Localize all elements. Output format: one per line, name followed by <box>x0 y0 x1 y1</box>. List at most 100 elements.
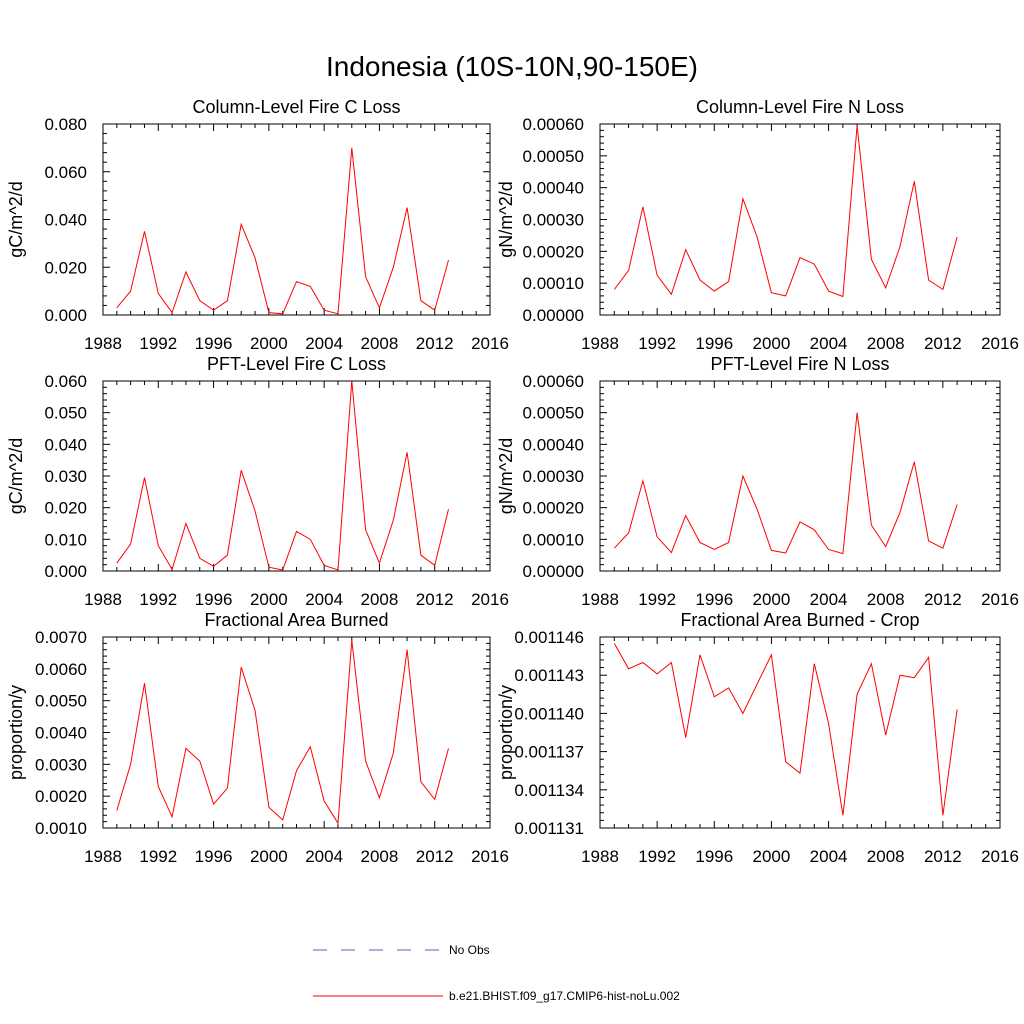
panel-3: PFT-Level Fire N Loss 1988 1992 1996 2000 200… <box>496 354 1019 609</box>
y-tick-label: 0.001134 <box>514 781 584 800</box>
y-tick-label: 0.0060 <box>35 660 87 679</box>
series-line-model <box>613 643 958 816</box>
y-tick-label: 0.0010 <box>35 819 87 838</box>
x-tick-label: 2004 <box>305 847 343 866</box>
y-tick-label: 0.080 <box>44 115 87 134</box>
x-tick-label: 2012 <box>924 590 962 609</box>
y-tick-label: 0.001146 <box>514 628 584 647</box>
x-tick-label: 1996 <box>695 590 733 609</box>
series-line-model <box>116 640 449 825</box>
panel-title: Column-Level Fire N Loss <box>696 97 904 117</box>
x-tick-label: 1988 <box>581 334 619 353</box>
x-tick-label: 1996 <box>195 334 233 353</box>
y-tick-label: 0.020 <box>44 258 87 277</box>
x-tick-label: 2004 <box>810 590 848 609</box>
y-tick-label: 0.060 <box>44 163 87 182</box>
y-tick-label: 0.00040 <box>523 435 584 454</box>
y-tick-label: 0.00060 <box>523 115 584 134</box>
x-tick-label: 2004 <box>305 334 343 353</box>
x-tick-label: 1996 <box>695 334 733 353</box>
x-tick-label: 2012 <box>416 847 454 866</box>
y-tick-label: 0.001143 <box>514 666 584 685</box>
y-axis-label: gN/m^2/d <box>496 181 516 257</box>
plot-frame <box>102 636 491 829</box>
y-tick-label: 0.00020 <box>523 499 584 518</box>
panel-5: Fractional Area Burned - Crop 1988 1992 199… <box>496 610 1019 866</box>
series-line-model <box>613 412 958 555</box>
x-tick-label: 1992 <box>139 847 177 866</box>
panel-title: Fractional Area Burned - Crop <box>680 610 919 630</box>
series-line-model <box>116 147 449 315</box>
x-tick-label: 2008 <box>867 847 905 866</box>
y-axis-label: proportion/y <box>6 685 26 780</box>
panels: Column-Level Fire C Loss 1988 1992 1996 2000… <box>6 97 1019 866</box>
y-axis-label: proportion/y <box>496 685 516 780</box>
x-tick-label: 2008 <box>867 334 905 353</box>
x-tick-label: 1988 <box>581 847 619 866</box>
panel-4: Fractional Area Burned 1988 1992 1996 2000 20… <box>6 610 509 866</box>
panel-2: PFT-Level Fire C Loss 1988 1992 1996 2000 200… <box>6 354 509 609</box>
x-tick-label: 2016 <box>981 590 1019 609</box>
y-tick-label: 0.0040 <box>35 724 87 743</box>
y-tick-label: 0.0020 <box>35 787 87 806</box>
y-axis-label: gC/m^2/d <box>6 438 26 514</box>
x-tick-label: 2008 <box>867 590 905 609</box>
y-tick-label: 0.00000 <box>523 306 584 325</box>
plot-frame <box>599 123 1001 316</box>
x-tick-label: 2000 <box>250 847 288 866</box>
x-tick-label: 2008 <box>361 334 399 353</box>
y-axis-label: gN/m^2/d <box>496 438 516 514</box>
y-tick-label: 0.00000 <box>523 562 584 581</box>
y-tick-label: 0.00030 <box>523 467 584 486</box>
y-axis-label: gC/m^2/d <box>6 181 26 257</box>
x-tick-label: 1996 <box>695 847 733 866</box>
x-tick-label: 1988 <box>84 847 122 866</box>
x-tick-label: 2004 <box>810 847 848 866</box>
y-tick-label: 0.060 <box>44 372 87 391</box>
y-tick-label: 0.00010 <box>523 274 584 293</box>
legend: No Obs b.e21.BHIST.f09_g17.CMIP6-hist-no… <box>313 943 680 1003</box>
y-tick-label: 0.001137 <box>514 743 584 762</box>
y-tick-label: 0.00060 <box>523 372 584 391</box>
x-tick-label: 2000 <box>753 590 791 609</box>
y-tick-label: 0.00030 <box>523 211 584 230</box>
panel-0: Column-Level Fire C Loss 1988 1992 1996 2000… <box>6 97 509 353</box>
legend-label-obs: No Obs <box>449 943 490 957</box>
x-tick-label: 2008 <box>361 847 399 866</box>
y-tick-label: 0.030 <box>44 467 87 486</box>
x-tick-label: 1992 <box>638 847 676 866</box>
x-tick-label: 2000 <box>753 334 791 353</box>
x-tick-label: 2016 <box>471 590 509 609</box>
y-tick-label: 0.0030 <box>35 755 87 774</box>
y-tick-label: 0.00050 <box>523 404 584 423</box>
y-tick-label: 0.010 <box>44 530 87 549</box>
x-tick-label: 2012 <box>924 334 962 353</box>
y-tick-label: 0.020 <box>44 499 87 518</box>
panel-1: Column-Level Fire N Loss 1988 1992 1996 2000… <box>496 97 1019 353</box>
y-tick-label: 0.0050 <box>35 692 87 711</box>
legend-item-model: b.e21.BHIST.f09_g17.CMIP6-hist-noLu.002 <box>313 989 680 1003</box>
y-tick-label: 0.00040 <box>523 179 584 198</box>
legend-label-model: b.e21.BHIST.f09_g17.CMIP6-hist-noLu.002 <box>449 989 680 1003</box>
panel-title: Fractional Area Burned <box>204 610 388 630</box>
x-tick-label: 1992 <box>638 590 676 609</box>
y-tick-label: 0.001131 <box>514 819 584 838</box>
plot-frame <box>102 380 491 572</box>
x-tick-label: 1996 <box>195 590 233 609</box>
plot-frame <box>102 123 491 316</box>
x-tick-label: 2000 <box>753 847 791 866</box>
y-tick-label: 0.040 <box>44 435 87 454</box>
plot-frame <box>599 636 1001 829</box>
x-tick-label: 1996 <box>195 847 233 866</box>
main-title: Indonesia (10S-10N,90-150E) <box>326 51 698 82</box>
x-tick-label: 2012 <box>416 590 454 609</box>
x-tick-label: 1988 <box>84 334 122 353</box>
x-tick-label: 2000 <box>250 590 288 609</box>
x-tick-label: 2008 <box>361 590 399 609</box>
x-tick-label: 2004 <box>305 590 343 609</box>
x-tick-label: 2000 <box>250 334 288 353</box>
y-tick-label: 0.001140 <box>514 704 584 723</box>
x-tick-label: 2004 <box>810 334 848 353</box>
y-tick-label: 0.00010 <box>523 530 584 549</box>
